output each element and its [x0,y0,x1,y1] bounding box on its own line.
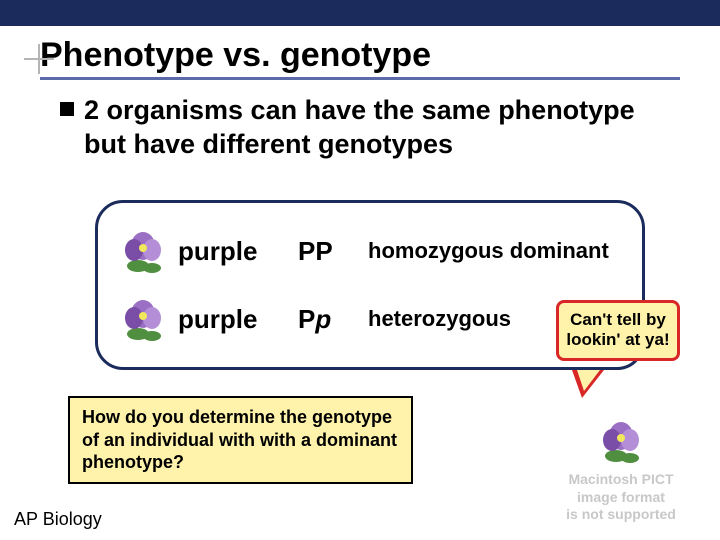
genotype-label: Pp [298,304,368,335]
title-area: Phenotype vs. genotype [0,26,720,80]
flower-icon [118,228,168,274]
genotype-label: PP [298,236,368,267]
pict-text: Macintosh PICT image format is not suppo… [536,471,706,524]
speech-callout: Can't tell by lookin' at ya! [556,300,680,361]
top-bar [0,0,720,26]
question-box: How do you determine the genotype of an … [68,396,413,484]
flower-icon [118,296,168,342]
bullet-text: 2 organisms can have the same phenotype … [84,94,674,162]
phenotype-label: purple [178,236,298,267]
bullet-row: 2 organisms can have the same phenotype … [60,94,720,162]
footer-label: AP Biology [14,509,102,530]
flower-icon [596,418,646,464]
pict-placeholder: Macintosh PICT image format is not suppo… [536,418,706,524]
phenotype-label: purple [178,304,298,335]
table-row: purple Pp heterozygous [108,285,632,353]
table-row: purple PP homozygous dominant [108,217,632,285]
flower-cell [108,228,178,274]
callout-tail [577,370,600,391]
flower-cell [108,296,178,342]
crosshair-icon [24,44,54,74]
slide-title: Phenotype vs. genotype [40,36,680,80]
zygosity-label: homozygous dominant [368,238,632,264]
bullet-icon [60,102,74,116]
